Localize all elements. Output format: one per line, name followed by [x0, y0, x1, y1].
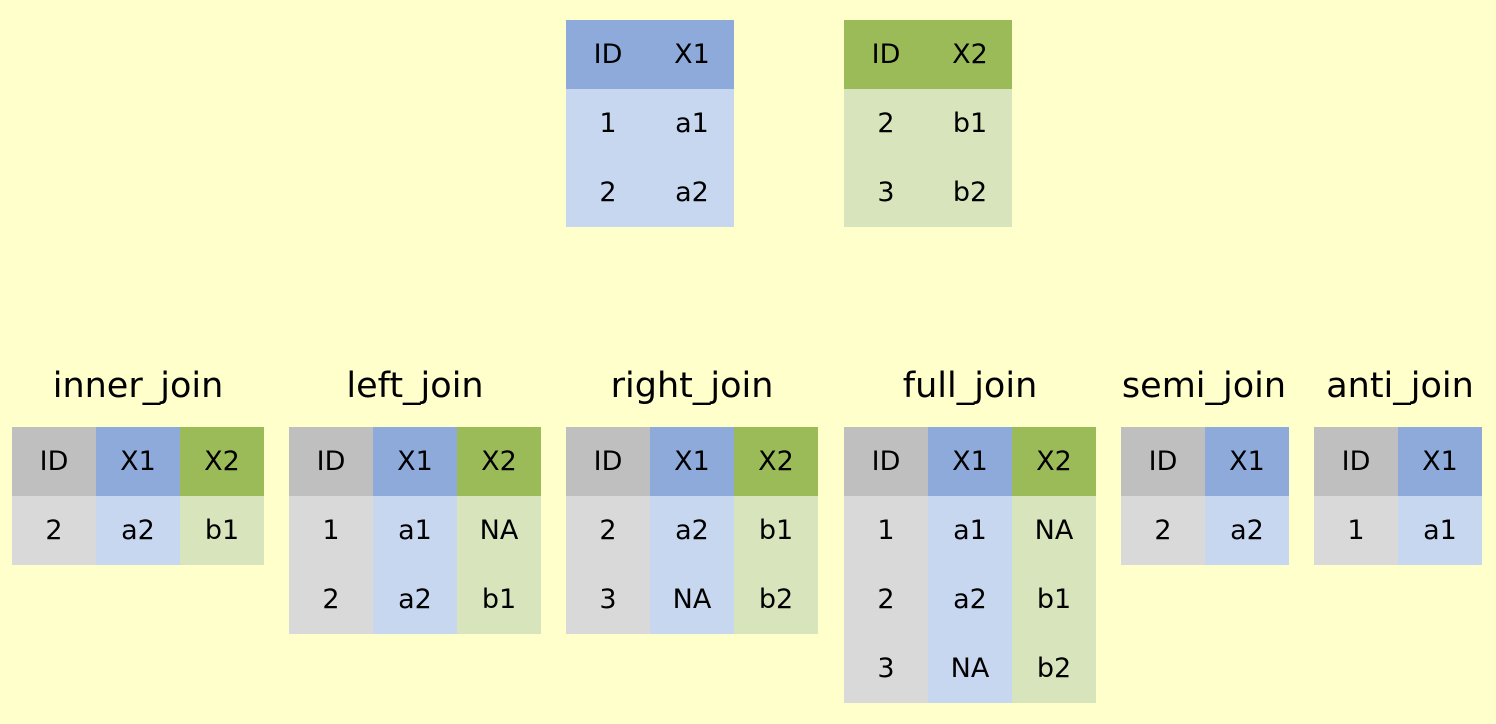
header-cell: ID [1121, 427, 1205, 496]
table-cell: b1 [928, 89, 1012, 158]
header-cell: ID [12, 427, 96, 496]
table-cell: a2 [650, 158, 734, 227]
table-cell: 3 [844, 634, 928, 703]
table-cell: a1 [373, 496, 457, 565]
table-cell: 3 [566, 565, 650, 634]
join-table-left: ID 1 2 X1 a1 a2 X2 NA b1 [289, 427, 541, 634]
join-title-semi: semi_join [1112, 363, 1296, 409]
table-cell: a1 [650, 89, 734, 158]
header-cell: ID [566, 427, 650, 496]
source-table-y: ID 2 3 X2 b1 b2 [844, 20, 1012, 227]
join-table-anti: ID 1 X1 a1 [1314, 427, 1482, 565]
join-table-right: ID 2 3 X1 a2 NA X2 b1 b2 [566, 427, 818, 634]
table-cell: b2 [1012, 634, 1096, 703]
header-cell: ID [1314, 427, 1398, 496]
join-table-semi: ID 2 X1 a2 [1121, 427, 1289, 565]
table-cell: 1 [566, 89, 650, 158]
header-cell: X2 [1012, 427, 1096, 496]
join-title-right: right_join [566, 363, 818, 409]
header-cell: ID [566, 20, 650, 89]
table-cell: b1 [734, 496, 818, 565]
join-title-inner: inner_join [12, 363, 264, 409]
table-cell: 2 [1121, 496, 1205, 565]
header-cell: X1 [96, 427, 180, 496]
header-cell: X1 [1398, 427, 1482, 496]
table-cell: b2 [928, 158, 1012, 227]
join-table-inner: ID 2 X1 a2 X2 b1 [12, 427, 264, 565]
table-cell: 3 [844, 158, 928, 227]
table-cell: 2 [12, 496, 96, 565]
table-cell: NA [457, 496, 541, 565]
header-cell: X2 [734, 427, 818, 496]
table-cell: 2 [844, 565, 928, 634]
table-cell: a2 [373, 565, 457, 634]
source-table-x: ID 1 2 X1 a1 a2 [566, 20, 734, 227]
table-cell: NA [928, 634, 1012, 703]
table-cell: 1 [1314, 496, 1398, 565]
join-title-full: full_join [844, 363, 1096, 409]
table-cell: 1 [289, 496, 373, 565]
table-cell: 1 [844, 496, 928, 565]
header-cell: X1 [650, 427, 734, 496]
table-cell: b1 [180, 496, 264, 565]
header-cell: X2 [457, 427, 541, 496]
header-cell: X2 [180, 427, 264, 496]
table-cell: 2 [844, 89, 928, 158]
table-cell: b2 [734, 565, 818, 634]
header-cell: X1 [1205, 427, 1289, 496]
header-cell: X1 [928, 427, 1012, 496]
header-cell: X1 [650, 20, 734, 89]
header-cell: X1 [373, 427, 457, 496]
table-cell: 2 [566, 496, 650, 565]
join-title-left: left_join [289, 363, 541, 409]
table-cell: a2 [650, 496, 734, 565]
table-cell: NA [650, 565, 734, 634]
table-cell: 2 [289, 565, 373, 634]
table-cell: b1 [1012, 565, 1096, 634]
table-cell: a1 [928, 496, 1012, 565]
join-title-anti: anti_join [1310, 363, 1490, 409]
table-cell: 2 [566, 158, 650, 227]
table-cell: a1 [1398, 496, 1482, 565]
table-cell: NA [1012, 496, 1096, 565]
header-cell: X2 [928, 20, 1012, 89]
header-cell: ID [289, 427, 373, 496]
table-cell: a2 [928, 565, 1012, 634]
join-table-full: ID 1 2 3 X1 a1 a2 NA X2 NA b1 b2 [844, 427, 1096, 703]
table-cell: b1 [457, 565, 541, 634]
table-cell: a2 [96, 496, 180, 565]
header-cell: ID [844, 427, 928, 496]
table-cell: a2 [1205, 496, 1289, 565]
header-cell: ID [844, 20, 928, 89]
